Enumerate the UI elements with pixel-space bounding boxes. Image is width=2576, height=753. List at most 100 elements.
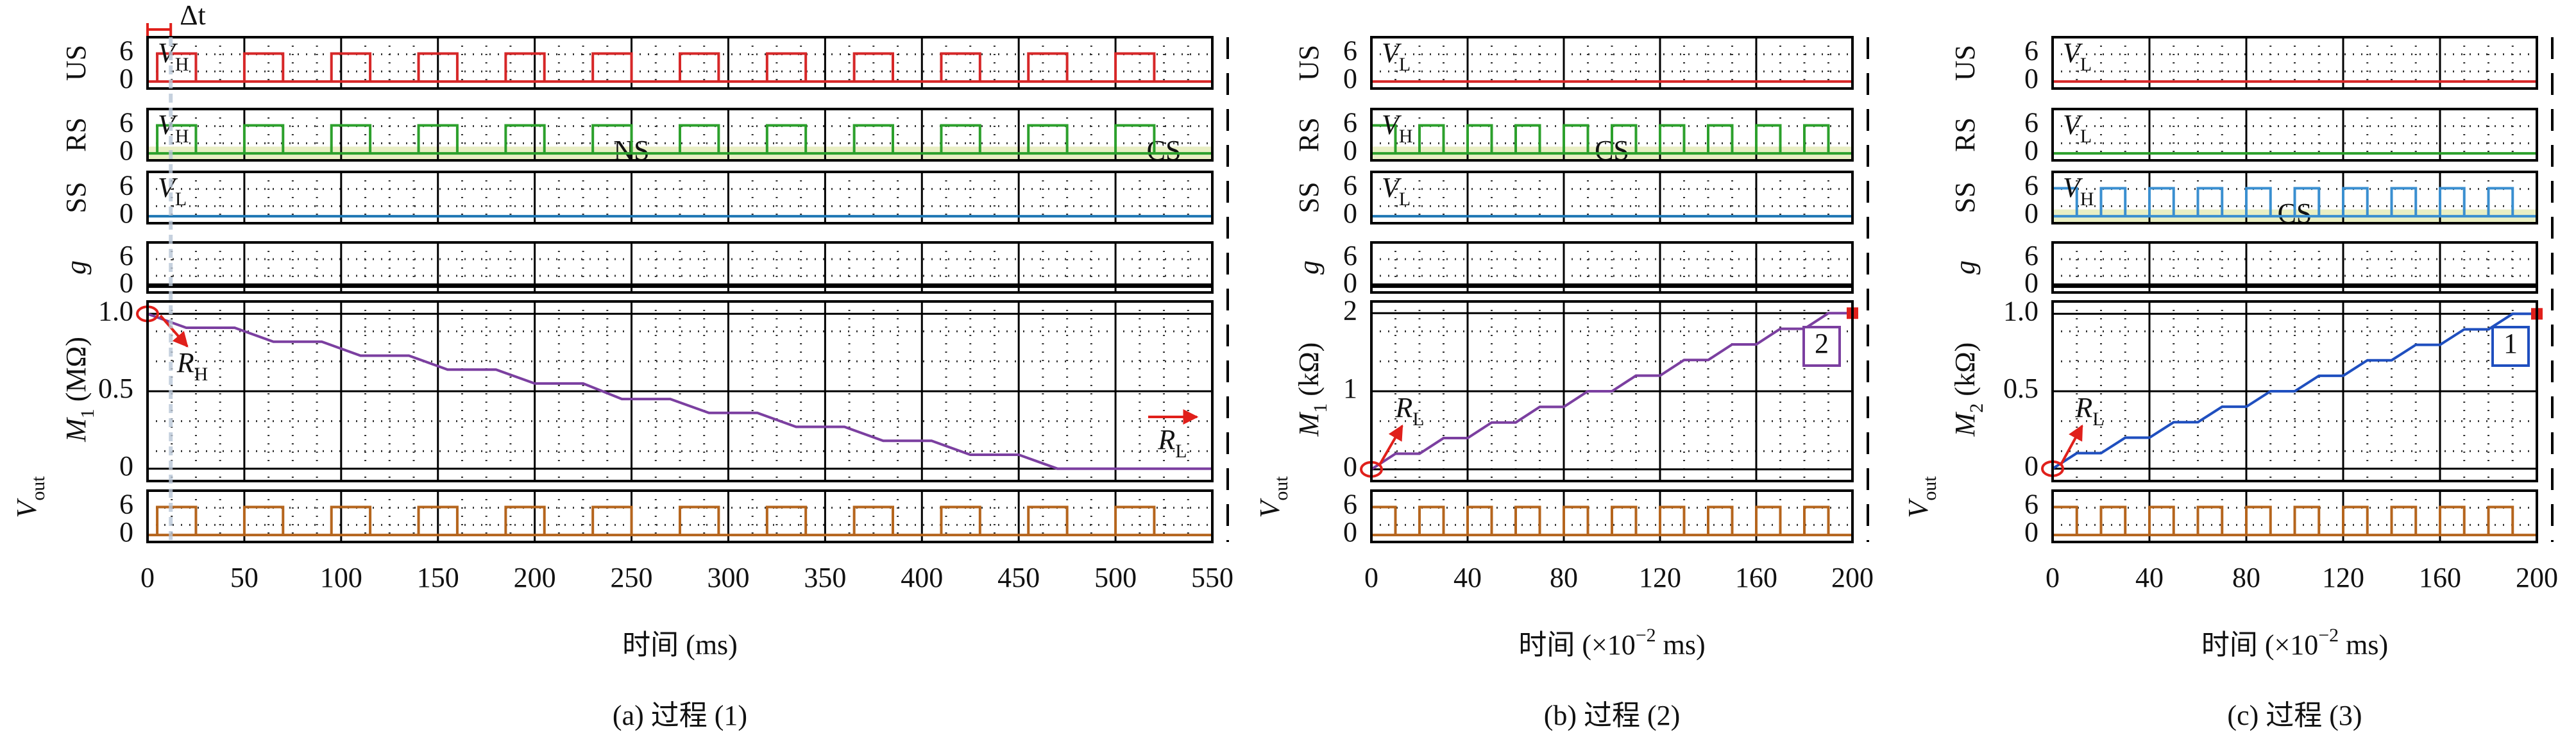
row-frame: [2051, 241, 2538, 294]
y-tick-label: 0: [2024, 267, 2038, 298]
y-tick-label: 6: [2024, 240, 2038, 271]
x-tick-label: 200: [1831, 562, 1874, 593]
annotation-box: [1802, 326, 1841, 367]
x-tick-label: 0: [2046, 562, 2060, 593]
pulse: [330, 52, 372, 82]
x-tick-label: 80: [2232, 562, 2260, 593]
pulse: [2245, 505, 2272, 536]
pulse: [417, 52, 459, 82]
x-tick-label: 0: [140, 562, 155, 593]
pulse: [1027, 52, 1069, 82]
level-label: VH: [1382, 109, 1413, 147]
pulse: [417, 505, 459, 536]
annotation: RL: [2074, 392, 2104, 430]
level-label: VH: [158, 37, 189, 75]
pulse: [679, 124, 720, 154]
y-tick-label: 0: [119, 198, 133, 229]
pulse: [1659, 505, 1686, 536]
pulse: [1563, 124, 1589, 154]
y-tick-label: 0: [119, 516, 133, 548]
pulse: [940, 52, 981, 82]
y-tick-label: 6: [119, 240, 133, 271]
y-tick-label: 1.0: [98, 295, 133, 326]
level-label-part: V: [158, 37, 178, 69]
row-label-part: 2: [1966, 403, 1987, 413]
annotation: 1: [2504, 328, 2518, 359]
row-label-part: g: [1293, 260, 1325, 275]
level-label-part: H: [1399, 126, 1413, 147]
x-axis-label-part: ms): [1656, 629, 1706, 661]
y-tick-label: 6: [2024, 35, 2038, 67]
resistance-line: [2051, 312, 2537, 470]
x-axis-label-part: 时间 (×10: [2201, 629, 2318, 661]
pulse: [940, 124, 981, 154]
pulse: [242, 124, 285, 154]
pulse: [1466, 124, 1493, 154]
annotation-part: R: [1394, 392, 1412, 423]
y-tick-label: 6: [1343, 107, 1357, 139]
pulse: [1027, 124, 1069, 154]
row-frame: [146, 108, 1214, 162]
y-tick-label: 6: [119, 107, 133, 139]
y-tick-label: 0: [119, 450, 133, 482]
x-tick-label: 160: [1735, 562, 1777, 593]
row-frame: [2051, 489, 2538, 543]
row-frame: [146, 241, 1214, 294]
annotation-arrow: [159, 314, 189, 348]
pulse: [504, 505, 546, 536]
pulse: [765, 124, 808, 154]
x-tick-label: 40: [1453, 562, 1482, 593]
y-tick-label: 0.5: [98, 373, 133, 404]
y-tick-label: 0: [2024, 516, 2038, 548]
row-label-part: US: [60, 45, 92, 81]
x-tick-label: 400: [901, 562, 943, 593]
x-axis-label: 时间 (×10−2 ms): [1518, 625, 1705, 661]
y-tick-label: 6: [1343, 489, 1357, 520]
level-label: VH: [158, 109, 189, 147]
row-label-part: RS: [1293, 117, 1325, 152]
level-label: VH: [2063, 172, 2094, 210]
pulse: [1514, 505, 1541, 536]
pulse: [1466, 505, 1493, 536]
pulse: [156, 52, 198, 82]
pulse: [2099, 505, 2127, 536]
level-label-part: H: [175, 126, 189, 147]
y-tick-label: 6: [2024, 489, 2038, 520]
pulse: [1418, 124, 1445, 154]
row-label-part: (MΩ): [60, 337, 92, 409]
annotation: RL: [1394, 392, 1424, 430]
row-label: g: [1949, 260, 1981, 275]
pulse: [852, 124, 894, 154]
annotation: RH: [176, 347, 208, 385]
pulse: [2148, 187, 2175, 217]
row-label: M1 (kΩ): [1293, 343, 1331, 437]
y-tick-label: 0.5: [2003, 373, 2038, 404]
x-tick-label: 350: [804, 562, 846, 593]
y-tick-label: 6: [1343, 170, 1357, 201]
x-tick-label: 40: [2135, 562, 2164, 593]
pulse: [242, 505, 285, 536]
level-label: VL: [2063, 109, 2092, 147]
level-label-part: V: [2063, 172, 2083, 203]
x-axis-label-part: −2: [1636, 625, 1656, 646]
level-label-part: V: [158, 109, 178, 140]
pulse: [591, 52, 633, 82]
x-axis-label-part: 时间 (×10: [1518, 629, 1635, 661]
x-tick-label: 120: [1639, 562, 1681, 593]
row-frame: [1370, 241, 1854, 294]
y-tick-label: 0: [119, 135, 133, 166]
row-label-part: out: [1919, 476, 1940, 501]
resistance-line: [147, 312, 1212, 470]
annotation: 2: [1815, 328, 1829, 359]
x-tick-label: 300: [707, 562, 749, 593]
row-label-part: RS: [1949, 117, 1981, 152]
y-tick-label: 6: [1343, 35, 1357, 67]
pulse: [852, 52, 894, 82]
pulse: [1755, 505, 1782, 536]
y-tick-label: 1: [1343, 373, 1357, 404]
y-tick-label: 6: [2024, 107, 2038, 139]
pulse: [2245, 187, 2272, 217]
row-label: US: [60, 45, 92, 81]
pulse: [1755, 124, 1782, 154]
